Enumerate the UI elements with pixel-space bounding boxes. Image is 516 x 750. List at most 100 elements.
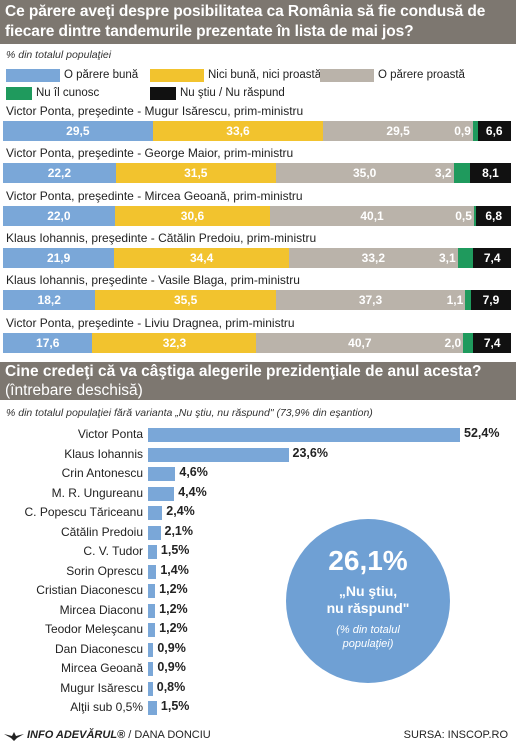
ranking-bar [148, 662, 154, 676]
tandem-segment [3, 205, 116, 226]
legend-label-bad: O părere proastă [378, 69, 465, 81]
footer-brand: INFO ADEVĂRUL® [27, 729, 126, 741]
tandem-segment [323, 121, 474, 141]
ranking-candidate-name: Crin Antonescu [61, 466, 143, 480]
section2-question: Cine credeţi că va câştiga alegerile pre… [5, 363, 482, 380]
ranking-candidate-name: Mircea Diaconu [59, 602, 143, 617]
tandem-segment [275, 163, 454, 184]
ranking-candidate-name: Klaus Iohannis [64, 446, 143, 461]
legend-label-neutral: Nici bună, nici proastă [208, 69, 322, 81]
tandem-value-label: 37,3 [358, 293, 383, 308]
ranking-row: Teodor Meleşcanu 1,2% [0, 620, 516, 640]
tandem-row: Victor Ponta, preşedinte - George Maior,… [0, 145, 516, 187]
tandem-value-label: 7,9 [482, 293, 500, 308]
ranking-value-label: 0,9% [157, 660, 186, 674]
ranking-bar [148, 701, 157, 715]
tandem-segment [152, 121, 324, 141]
tandem-segment [270, 205, 475, 226]
legend-item-good: O părere bună [6, 67, 138, 83]
legend-swatch-unknown [6, 86, 32, 100]
tandem-value-label: 33,6 [226, 124, 250, 138]
ranking-value-label: 4,4% [178, 484, 207, 499]
ranking-row: C. V. Tudor 1,5% [0, 542, 516, 562]
ranking-candidate-name: Teodor Meleşcanu [44, 622, 143, 636]
circle-value: 26,1% [328, 545, 408, 576]
legend: O părere bună Nici bună, nici proastă O … [0, 67, 516, 103]
tandem-value-label: 3,2 [434, 166, 452, 181]
tandem-value-label: 22,0 [47, 208, 71, 223]
ranking-value-label: 23,6% [292, 445, 328, 460]
ranking-row: Cristian Diaconescu 1,2% [0, 581, 516, 601]
tandem-bar: 17,6 32,3 40,7 2,0 7,4 [3, 332, 512, 353]
tandem-label: Victor Ponta, preşedinte - George Maior,… [6, 146, 294, 161]
tandem-segment [3, 121, 153, 141]
footer-source: SURSA: INSCOP.RO [403, 729, 508, 741]
tandem-segment [472, 121, 478, 141]
ranking-row: C. Popescu Tăriceanu 2,4% [0, 503, 516, 523]
ranking-candidate-name: Victor Ponta [77, 427, 143, 441]
ranking-bar [148, 506, 163, 520]
tandem-value-label: 29,5 [386, 124, 410, 138]
ranking-bar [148, 584, 156, 598]
tandem-segment [469, 163, 512, 184]
tandem-value-label: 30,6 [180, 208, 205, 223]
legend-swatch-neutral [150, 68, 204, 82]
ranking-row: Alţii sub 0,5% 1,5% [0, 698, 516, 718]
ranking-value-label: 1,2% [159, 582, 188, 596]
ranking-bar [148, 642, 154, 657]
tandem-segment [256, 332, 464, 353]
tandem-value-label: 31,5 [184, 166, 208, 181]
legend-item-bad: O părere proastă [320, 67, 465, 83]
tandem-bar: 22,0 30,6 40,1 0,5 6,8 [3, 205, 512, 226]
tandem-row: Victor Ponta, preşedinte - Liviu Dragnea… [0, 315, 516, 357]
subtitle-tandem-unit: % din totalul populaţiei [6, 49, 112, 61]
ranking-candidate-name: Dan Diaconescu [54, 641, 143, 656]
ranking-row: Mircea Geoană 0,9% [0, 659, 516, 679]
ranking-candidate-name: Cristian Diaconescu [36, 583, 143, 597]
tandem-row: Klaus Iohannis, preşedinte - Cătălin Pre… [0, 230, 516, 272]
ranking-bar [148, 564, 157, 579]
legend-item-unknown: Nu îl cunosc [6, 85, 99, 101]
tandem-value-label: 2,0 [444, 335, 462, 350]
tandem-value-label: 34,4 [189, 250, 214, 265]
ranking-row: Crin Antonescu 4,6% [0, 464, 516, 484]
tandem-bar: 29,5 33,6 29,5 0,9 6,6 [3, 121, 512, 141]
tandem-value-label: 21,9 [46, 250, 71, 265]
legend-item-neutral: Nici bună, nici proastă [150, 67, 321, 83]
ranking-value-label: 1,2% [159, 601, 188, 616]
tandem-segment [95, 290, 277, 311]
tandem-segment [476, 205, 512, 226]
tandem-segment [114, 205, 271, 226]
tandem-segment [463, 332, 474, 353]
tandem-segment [473, 205, 477, 226]
tandem-value-label: 35,0 [353, 166, 377, 181]
tandem-value-label: 33,2 [361, 250, 385, 265]
circle-note-line1: (% din totalul [336, 624, 400, 636]
tandem-label: Victor Ponta, preşedinte - Mircea Geoană… [6, 188, 303, 203]
ranking-candidate-name: Sorin Oprescu [66, 563, 143, 578]
ranking-row: Victor Ponta 52,4% [0, 425, 516, 445]
ranking-bar [148, 467, 176, 481]
tandem-segment [470, 290, 512, 311]
subtitle-ranking-unit: % din totalul populaţiei fără varianta „… [6, 407, 373, 419]
tandem-segment [465, 290, 472, 311]
tandem-label: Klaus Iohannis, preşedinte - Cătălin Pre… [6, 230, 317, 245]
legend-swatch-no-answer [150, 86, 176, 100]
ranking-bar [148, 447, 289, 462]
ranking-value-label: 0,8% [156, 679, 186, 694]
legend-swatch-bad [320, 68, 374, 82]
ranking-value-label: 1,4% [160, 562, 189, 577]
ranking-bar [148, 681, 153, 696]
tandem-value-label: 8,1 [482, 166, 499, 181]
legend-label-good: O părere bună [64, 69, 139, 81]
circle-label: „Nu ştiu, nu răspund" [286, 583, 450, 617]
ranking-bar [148, 486, 175, 501]
ranking-row: Mircea Diaconu 1,2% [0, 601, 516, 621]
main-title: Ce părere aveţi despre posibilitatea ca … [5, 3, 486, 40]
footer-author: / DANA DONCIU [128, 729, 211, 741]
tandem-segment [3, 290, 96, 311]
tandem-bar: 18,2 35,5 37,3 1,1 7,9 [3, 290, 512, 311]
ranking-candidate-name: Mugur Isărescu [60, 680, 143, 695]
ranking-candidate-name: Mircea Geoană [60, 661, 143, 675]
section2-title: Cine credeţi că va câştiga alegerile pre… [5, 362, 510, 400]
